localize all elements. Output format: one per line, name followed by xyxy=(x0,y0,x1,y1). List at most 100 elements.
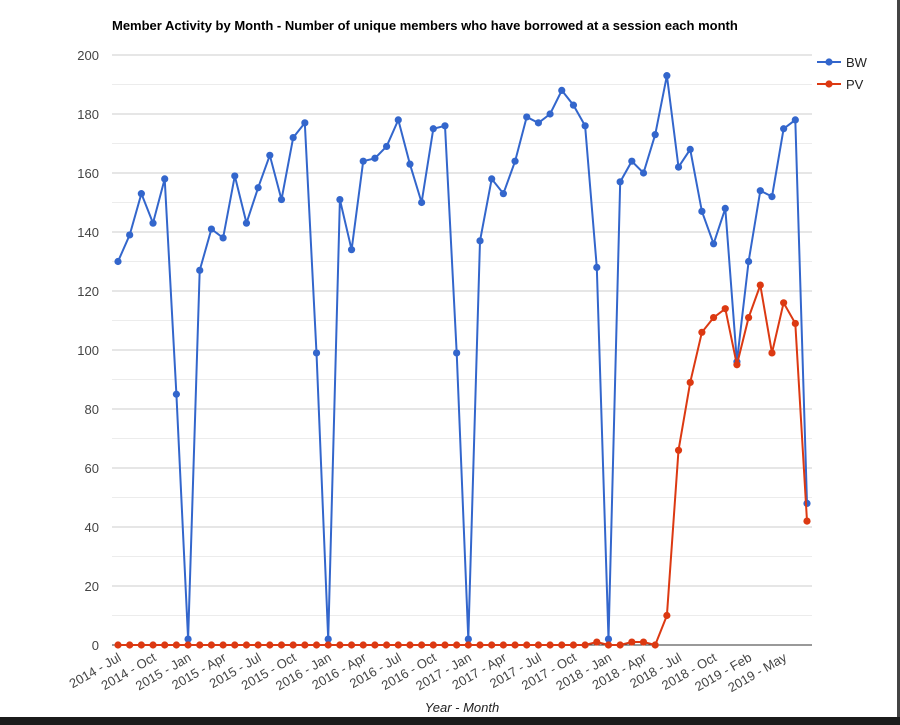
data-point xyxy=(651,641,659,649)
legend-label: PV xyxy=(846,77,864,92)
data-point xyxy=(161,641,169,649)
data-point xyxy=(371,641,379,649)
data-point xyxy=(172,641,180,649)
data-point xyxy=(523,641,531,649)
legend: BW PV xyxy=(817,55,868,92)
data-point xyxy=(756,187,764,195)
data-point xyxy=(172,390,180,398)
data-point xyxy=(709,240,718,248)
data-point xyxy=(312,349,321,357)
data-point xyxy=(593,263,601,271)
data-point xyxy=(476,641,484,649)
data-point xyxy=(441,122,449,130)
data-point xyxy=(418,198,426,207)
gridlines xyxy=(112,54,812,646)
y-tick-label: 100 xyxy=(77,343,99,358)
data-point xyxy=(569,101,578,109)
data-point xyxy=(511,641,519,649)
data-point xyxy=(289,134,297,142)
data-point xyxy=(581,122,589,130)
data-point xyxy=(418,641,426,649)
data-point xyxy=(768,349,776,357)
data-point xyxy=(336,641,344,649)
data-point xyxy=(756,281,764,289)
data-point xyxy=(242,219,251,227)
data-point xyxy=(371,154,379,162)
y-axis-ticks: 0 20 40 60 80 100 120 140 160 180 200 xyxy=(77,48,99,653)
window-edge xyxy=(897,0,900,717)
data-point xyxy=(254,641,262,649)
data-point xyxy=(196,266,204,274)
data-point xyxy=(499,190,507,198)
data-point xyxy=(429,641,437,649)
data-point xyxy=(301,641,309,649)
data-point xyxy=(312,641,321,649)
data-point xyxy=(231,172,239,180)
data-point xyxy=(709,313,718,322)
data-point xyxy=(359,157,367,165)
legend-item-pv: PV xyxy=(817,77,864,92)
data-point xyxy=(780,125,788,133)
data-point xyxy=(488,175,496,183)
y-tick-label: 200 xyxy=(77,48,99,63)
data-point xyxy=(780,299,788,307)
data-point xyxy=(137,641,145,649)
data-point xyxy=(301,119,309,127)
data-point xyxy=(745,313,753,322)
data-point xyxy=(382,641,391,649)
data-point xyxy=(674,446,683,454)
data-point xyxy=(347,246,356,254)
data-point xyxy=(114,257,122,266)
y-tick-label: 160 xyxy=(77,166,99,181)
data-point xyxy=(686,145,694,153)
data-point xyxy=(791,319,799,328)
data-point xyxy=(721,204,729,212)
data-point xyxy=(429,125,437,133)
series-pv xyxy=(114,281,811,649)
data-point xyxy=(394,641,402,649)
data-point xyxy=(254,184,262,192)
data-point xyxy=(231,641,239,649)
data-point xyxy=(126,231,134,239)
series-group xyxy=(114,72,811,649)
series-line xyxy=(118,281,808,647)
data-point xyxy=(289,641,297,649)
data-point xyxy=(394,116,402,124)
data-point xyxy=(266,151,274,159)
data-point xyxy=(382,142,391,151)
chart-title: Member Activity by Month - Number of uni… xyxy=(112,18,738,33)
y-tick-label: 140 xyxy=(77,225,99,240)
data-point xyxy=(441,641,449,649)
data-point xyxy=(558,641,566,649)
legend-swatch-marker xyxy=(825,58,833,66)
y-tick-label: 80 xyxy=(85,402,99,417)
data-point xyxy=(604,635,613,643)
data-point xyxy=(161,175,169,183)
data-point xyxy=(184,635,192,643)
y-tick-label: 0 xyxy=(92,638,99,653)
data-point xyxy=(663,72,671,80)
data-point xyxy=(534,119,543,127)
data-point xyxy=(359,641,367,649)
data-point xyxy=(464,641,472,649)
data-point xyxy=(616,178,624,186)
data-point xyxy=(242,641,251,649)
data-point xyxy=(674,163,683,171)
data-point xyxy=(406,641,414,649)
data-point xyxy=(604,641,613,649)
data-point xyxy=(616,641,624,649)
data-point xyxy=(698,328,706,336)
data-point xyxy=(149,219,157,227)
legend-label: BW xyxy=(846,55,868,70)
y-tick-label: 180 xyxy=(77,107,99,122)
series-line xyxy=(117,75,808,640)
data-point xyxy=(453,349,461,357)
data-point xyxy=(453,641,461,649)
data-point xyxy=(628,638,636,646)
data-point xyxy=(499,641,507,649)
data-point xyxy=(126,641,134,649)
data-point xyxy=(558,86,566,94)
y-tick-label: 120 xyxy=(77,284,99,299)
data-point xyxy=(628,157,636,165)
